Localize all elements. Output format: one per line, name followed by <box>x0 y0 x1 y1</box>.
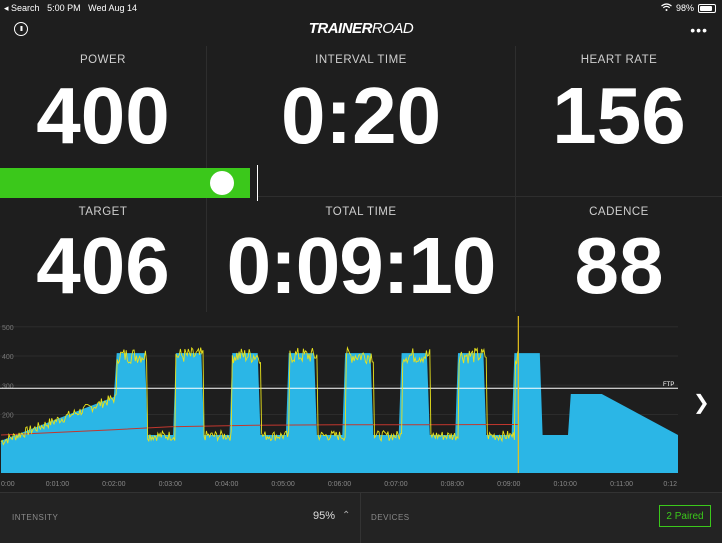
x-tick-label: 0:10:00 <box>553 481 576 488</box>
power-label: POWER <box>80 54 126 66</box>
wifi-icon <box>661 3 672 13</box>
x-tick-label: 0:11:00 <box>610 481 633 488</box>
battery-percent: 98% <box>675 3 694 13</box>
pause-button[interactable]: II <box>14 22 28 36</box>
x-tick-label: 0:09:00 <box>497 481 520 488</box>
status-bar: ◂ Search 5:00 PM Wed Aug 14 98% <box>0 0 722 16</box>
cadence-value: 88 <box>574 221 664 310</box>
target-label: TARGET <box>78 206 128 218</box>
date: Wed Aug 14 <box>88 3 137 13</box>
actual-power-line <box>0 346 519 446</box>
x-tick-label: 0:02:00 <box>102 481 125 488</box>
power-target-marker <box>257 165 258 201</box>
pause-icon: II <box>20 25 23 33</box>
y-tick-label: 400 <box>2 354 14 361</box>
y-tick-label: 200 <box>2 413 14 420</box>
x-tick-label: 0:05:00 <box>271 481 294 488</box>
power-value: 400 <box>36 71 170 160</box>
interval-time-value: 0:20 <box>280 71 442 160</box>
back-to-app-link[interactable]: ◂ Search <box>4 3 40 13</box>
intensity-value[interactable]: 95% <box>313 510 336 522</box>
x-tick-label: 0:12 <box>663 481 677 488</box>
workout-chart: 100200300400500FTP0:000:01:000:02:000:03… <box>0 316 678 492</box>
devices-label: DEVICES <box>371 513 410 522</box>
total-time-label: TOTAL TIME <box>325 206 397 218</box>
chevron-right-icon[interactable]: ❯ <box>693 392 710 414</box>
x-tick-label: 0:04:00 <box>215 481 238 488</box>
app-header: II TRAINERROAD ••• <box>0 16 722 46</box>
workout-target-area <box>1 353 678 473</box>
heart-rate-label: HEART RATE <box>580 54 658 66</box>
footer-divider <box>360 493 361 543</box>
power-progress-knob <box>210 171 234 195</box>
x-tick-label: 0:03:00 <box>159 481 182 488</box>
heart-rate-line <box>0 424 519 436</box>
interval-time-label: INTERVAL TIME <box>315 54 407 66</box>
power-progress-fill <box>0 168 250 198</box>
x-tick-label: 0:08:00 <box>441 481 464 488</box>
cadence-label: CADENCE <box>589 206 649 218</box>
logo-light: ROAD <box>371 20 414 37</box>
clock: 5:00 PM <box>47 3 81 13</box>
paired-devices-button[interactable]: 2 Paired <box>659 505 711 527</box>
target-tile: TARGET 406 <box>0 198 206 312</box>
chevron-up-icon[interactable]: ⌃ <box>342 510 351 521</box>
target-value: 406 <box>36 221 170 310</box>
grid-divider <box>258 196 722 197</box>
logo-bold: TRAINER <box>308 20 373 37</box>
trainerroad-logo: TRAINERROAD <box>0 20 722 37</box>
more-menu-icon[interactable]: ••• <box>690 22 708 38</box>
total-time-value: 0:09:10 <box>226 221 497 310</box>
x-tick-label: 0:00 <box>1 481 15 488</box>
x-tick-label: 0:07:00 <box>384 481 407 488</box>
y-tick-label: 500 <box>2 325 14 332</box>
power-progress-bar <box>0 168 258 198</box>
interval-time-tile: INTERVAL TIME 0:20 <box>207 46 515 166</box>
x-tick-label: 0:06:00 <box>328 481 351 488</box>
intensity-label: INTENSITY <box>12 513 59 522</box>
footer-bar: INTENSITY 95% ⌃ DEVICES 2 Paired <box>0 492 722 543</box>
ftp-label: FTP <box>663 382 674 388</box>
battery-icon <box>698 3 716 13</box>
power-tile: POWER 400 <box>0 46 206 166</box>
heart-rate-tile: HEART RATE 156 <box>516 46 722 166</box>
x-tick-label: 0:01:00 <box>46 481 69 488</box>
heart-rate-value: 156 <box>552 71 686 160</box>
cadence-tile: CADENCE 88 <box>516 198 722 312</box>
y-tick-label: 300 <box>2 383 14 390</box>
workout-chart-svg: 100200300400500FTP0:000:01:000:02:000:03… <box>0 316 678 488</box>
grid-divider <box>515 46 516 312</box>
total-time-tile: TOTAL TIME 0:09:10 <box>207 198 515 312</box>
